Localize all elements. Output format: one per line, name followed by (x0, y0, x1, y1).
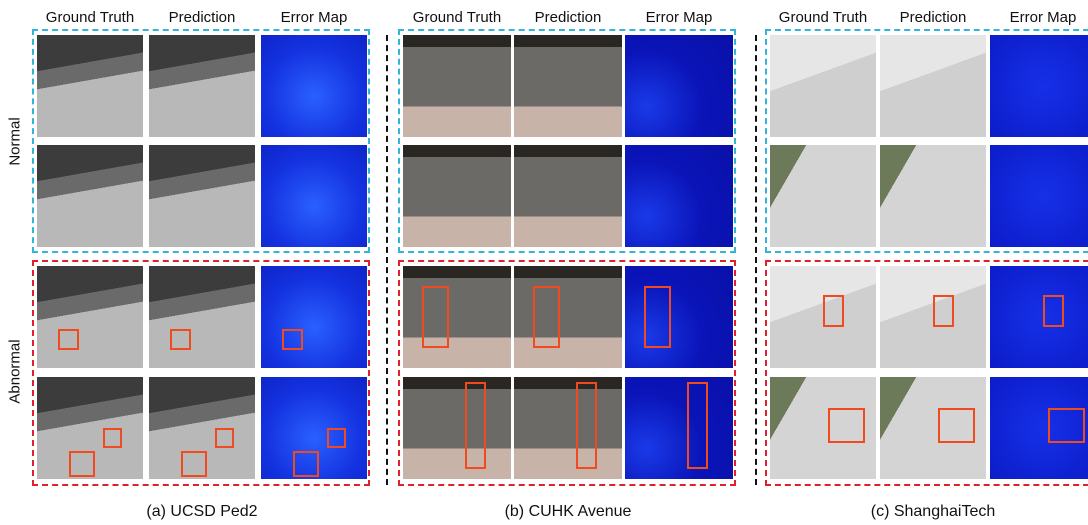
error-map-image (990, 266, 1088, 368)
anomaly-box (828, 408, 865, 444)
caption: (a) UCSD Ped2 (27, 503, 377, 521)
anomaly-box (938, 408, 975, 444)
column-header: Prediction (514, 9, 622, 26)
column-header: Ground Truth (770, 9, 876, 26)
error-map-image (625, 35, 733, 137)
anomaly-box (181, 451, 208, 477)
figure: {"row_labels": ["Normal", "Abnormal"], "… (0, 0, 1088, 525)
error-map-image (625, 377, 733, 479)
frame-image (880, 145, 986, 247)
frame-image (149, 35, 255, 137)
frame-image (770, 266, 876, 368)
anomaly-box (933, 295, 954, 328)
anomaly-box (293, 451, 320, 477)
anomaly-box (69, 451, 96, 477)
error-map-image (625, 266, 733, 368)
frame-image (880, 377, 986, 479)
frame-image (37, 145, 143, 247)
error-map-image (261, 145, 367, 247)
separator (386, 35, 388, 485)
frame-image (37, 266, 143, 368)
row-label: Abnormal (7, 312, 24, 432)
anomaly-box (215, 428, 234, 448)
anomaly-box (170, 329, 191, 349)
frame-image (514, 145, 622, 247)
anomaly-box (687, 382, 709, 469)
frame-image (149, 377, 255, 479)
frame-image (770, 377, 876, 479)
anomaly-box (422, 286, 449, 347)
column-header: Error Map (625, 9, 733, 26)
anomaly-box (644, 286, 671, 347)
anomaly-box (327, 428, 346, 448)
frame-image (880, 35, 986, 137)
error-map-image (261, 377, 367, 479)
caption: (b) CUHK Avenue (393, 503, 743, 521)
anomaly-box (58, 329, 79, 349)
column-header: Error Map (990, 9, 1088, 26)
frame-image (880, 266, 986, 368)
frame-image (403, 145, 511, 247)
caption: (c) ShanghaiTech (760, 503, 1088, 521)
error-map-image (261, 35, 367, 137)
error-map-image (625, 145, 733, 247)
anomaly-box (103, 428, 122, 448)
error-map-image (261, 266, 367, 368)
separator (755, 35, 757, 485)
frame-image (37, 35, 143, 137)
error-map-image (990, 145, 1088, 247)
anomaly-box (576, 382, 598, 469)
frame-image (770, 35, 876, 137)
column-header: Error Map (261, 9, 367, 26)
anomaly-box (533, 286, 560, 347)
frame-image (403, 266, 511, 368)
anomaly-box (1048, 408, 1085, 444)
frame-image (514, 377, 622, 479)
column-header: Ground Truth (403, 9, 511, 26)
anomaly-box (282, 329, 303, 349)
error-map-image (990, 35, 1088, 137)
frame-image (514, 266, 622, 368)
column-header: Prediction (149, 9, 255, 26)
error-map-image (990, 377, 1088, 479)
frame-image (403, 35, 511, 137)
frame-image (403, 377, 511, 479)
anomaly-box (465, 382, 487, 469)
frame-image (514, 35, 622, 137)
anomaly-box (1043, 295, 1064, 328)
frame-image (149, 145, 255, 247)
frame-image (37, 377, 143, 479)
anomaly-box (823, 295, 844, 328)
column-header: Ground Truth (37, 9, 143, 26)
frame-image (149, 266, 255, 368)
column-header: Prediction (880, 9, 986, 26)
frame-image (770, 145, 876, 247)
row-label: Normal (7, 82, 24, 202)
